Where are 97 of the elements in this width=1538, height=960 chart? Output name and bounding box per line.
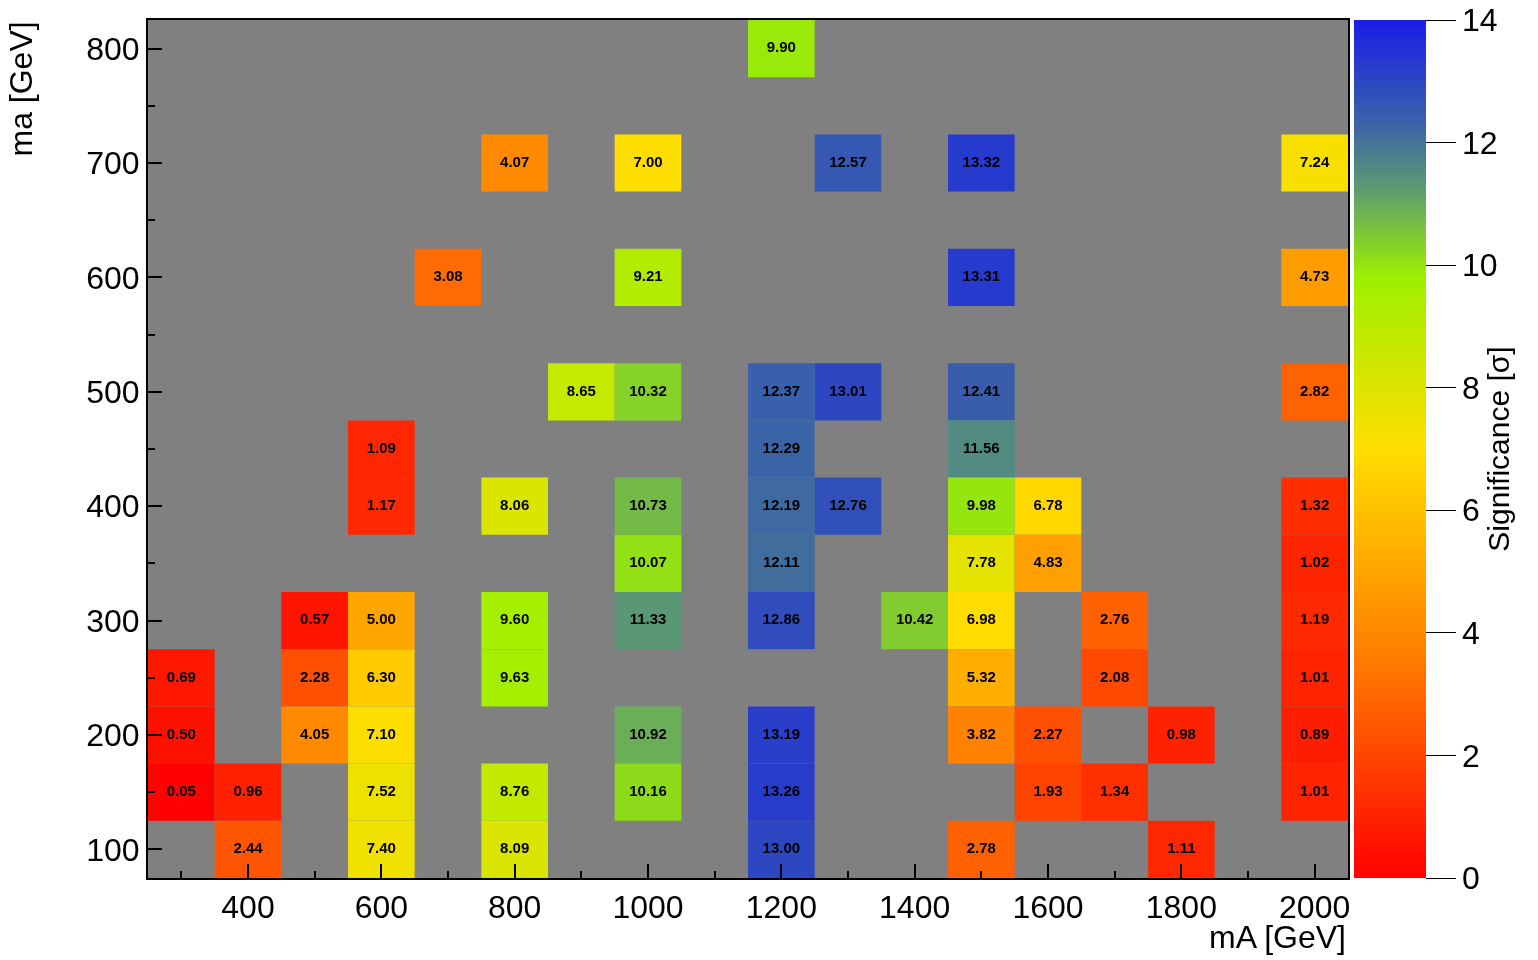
data-label: 9.98 (966, 495, 996, 513)
data-label: 6.30 (366, 667, 396, 685)
data-label: 10.73 (629, 495, 667, 513)
data-label: 7.78 (966, 553, 996, 571)
data-label: 9.21 (633, 267, 663, 285)
data-label: 6.78 (1033, 495, 1063, 513)
data-label: 13.31 (962, 267, 1001, 285)
color-bar-label: 2 (1461, 737, 1480, 774)
data-label: 2.27 (1033, 724, 1063, 742)
data-label: 9.63 (500, 667, 530, 685)
data-label: 7.24 (1300, 152, 1330, 170)
data-label: 10.92 (629, 724, 667, 742)
data-label: 10.32 (629, 381, 667, 399)
y-tick-label: 700 (86, 145, 140, 182)
color-bar-label: 6 (1461, 492, 1480, 529)
color-bar-label: 12 (1461, 124, 1498, 161)
data-label: 4.73 (1300, 267, 1330, 285)
data-label: 10.07 (629, 553, 667, 571)
data-label: 2.28 (300, 667, 330, 685)
y-tick-label: 300 (86, 602, 140, 639)
data-label: 4.07 (500, 152, 530, 170)
data-label: 5.32 (966, 667, 996, 685)
data-label: 1.34 (1100, 781, 1130, 799)
color-bar-title: Significance [σ] (1481, 346, 1515, 552)
data-label: 8.09 (500, 839, 530, 857)
data-label: 11.33 (629, 610, 667, 628)
data-label: 4.83 (1033, 553, 1063, 571)
data-label: 0.98 (1166, 724, 1196, 742)
data-label: 13.19 (762, 724, 801, 742)
data-label: 11.56 (962, 438, 1000, 456)
data-label: 8.65 (566, 381, 596, 399)
data-label: 9.60 (500, 610, 530, 628)
data-label: 13.26 (762, 781, 801, 799)
data-label: 0.89 (1300, 724, 1330, 742)
color-bar-label: 8 (1461, 369, 1480, 406)
data-label: 3.08 (433, 267, 463, 285)
x-tick-label: 600 (354, 889, 409, 926)
color-bar-label: 0 (1461, 860, 1480, 897)
y-tick-label: 600 (86, 259, 140, 296)
data-label: 9.90 (766, 38, 796, 56)
data-label: 1.01 (1300, 781, 1330, 799)
data-label: 12.76 (829, 495, 867, 513)
data-label: 3.82 (966, 724, 996, 742)
data-label: 13.00 (762, 839, 801, 857)
x-tick-label: 1600 (1012, 889, 1084, 926)
data-label: 0.57 (300, 610, 330, 628)
data-label: 2.44 (233, 839, 264, 857)
data-label: 2.78 (966, 839, 996, 857)
x-tick-label: 1400 (879, 889, 951, 926)
x-tick-label: 800 (487, 889, 542, 926)
data-label: 12.19 (762, 495, 801, 513)
data-label: 1.17 (366, 495, 396, 513)
data-label: 1.19 (1300, 610, 1330, 628)
x-tick-label: 400 (221, 889, 275, 926)
data-label: 1.09 (366, 438, 396, 456)
data-label: 8.76 (500, 781, 530, 799)
data-label: 7.00 (633, 152, 663, 170)
data-label: 12.57 (829, 152, 867, 170)
data-label: 8.06 (500, 495, 530, 513)
data-label: 12.86 (762, 610, 801, 628)
data-label: 2.82 (1300, 381, 1330, 399)
data-label: 7.10 (366, 724, 396, 742)
data-label: 0.05 (166, 781, 196, 799)
y-tick-label: 100 (86, 831, 140, 868)
data-label: 12.41 (962, 381, 1001, 399)
data-label: 13.01 (829, 381, 867, 399)
y-tick-label: 800 (86, 30, 140, 67)
x-tick-label: 1000 (612, 889, 684, 926)
data-label: 1.32 (1300, 495, 1330, 513)
data-label: 1.01 (1300, 667, 1330, 685)
color-bar-label: 10 (1461, 247, 1498, 284)
data-label: 1.02 (1300, 553, 1330, 571)
color-bar-label: 4 (1461, 615, 1480, 652)
y-tick-label: 200 (86, 717, 140, 754)
data-label: 6.98 (966, 610, 996, 628)
data-label: 2.08 (1100, 667, 1130, 685)
data-label: 7.52 (366, 781, 396, 799)
color-bar-label: 14 (1461, 2, 1498, 39)
data-label: 2.76 (1100, 610, 1130, 628)
data-label: 12.37 (762, 381, 801, 399)
data-label: 0.50 (166, 724, 196, 742)
data-label: 10.42 (895, 610, 934, 628)
data-label: 0.69 (166, 667, 196, 685)
data-label: 12.29 (762, 438, 801, 456)
data-label: 10.16 (629, 781, 667, 799)
x-tick-label: 1200 (745, 889, 817, 926)
data-label: 1.11 (1167, 839, 1196, 857)
data-label: 5.00 (366, 610, 396, 628)
data-label: 4.05 (300, 724, 330, 742)
data-label: 0.96 (233, 781, 263, 799)
data-label: 7.40 (366, 839, 396, 857)
y-tick-label: 500 (86, 374, 140, 410)
data-label: 12.11 (762, 553, 800, 571)
data-label: 1.93 (1033, 781, 1063, 799)
y-tick-label: 400 (86, 488, 140, 525)
y-axis-title: ma [GeV] (2, 21, 39, 157)
data-label: 13.32 (962, 152, 1001, 170)
